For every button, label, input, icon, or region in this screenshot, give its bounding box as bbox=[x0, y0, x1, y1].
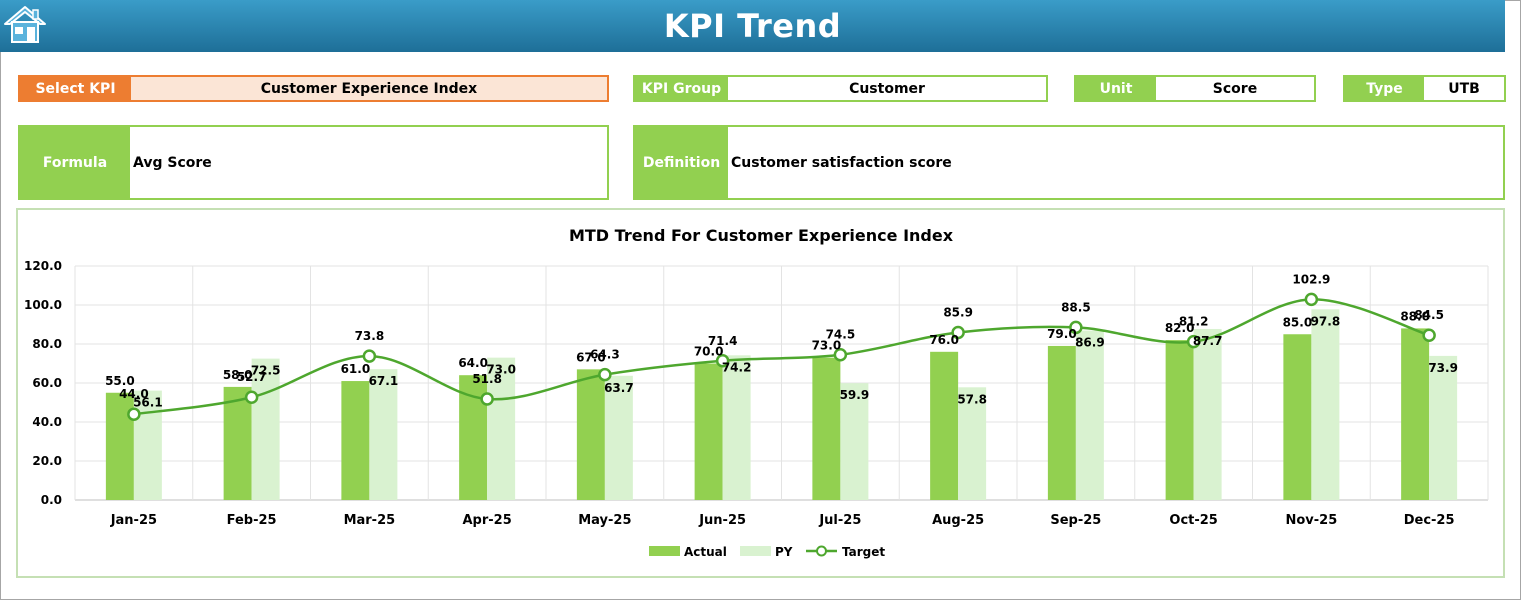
kpi-group-label: KPI Group bbox=[635, 77, 728, 100]
definition-box: Definition Customer satisfaction score bbox=[633, 125, 1505, 200]
page-title: KPI Trend bbox=[663, 7, 842, 45]
definition-label: Definition bbox=[635, 127, 728, 198]
header-bar: KPI Trend bbox=[0, 0, 1505, 52]
unit-value: Score bbox=[1156, 77, 1314, 100]
select-kpi-dropdown[interactable]: Customer Experience Index bbox=[131, 77, 607, 100]
kpi-group-field: KPI Group Customer bbox=[633, 75, 1048, 102]
type-field: Type UTB bbox=[1343, 75, 1506, 102]
home-icon[interactable] bbox=[3, 4, 47, 44]
definition-value: Customer satisfaction score bbox=[731, 154, 952, 171]
formula-value: Avg Score bbox=[133, 154, 212, 171]
select-kpi-field[interactable]: Select KPI Customer Experience Index bbox=[18, 75, 609, 102]
kpi-group-value: Customer bbox=[728, 77, 1046, 100]
type-label: Type bbox=[1345, 77, 1424, 100]
chart-container bbox=[16, 208, 1505, 578]
unit-field: Unit Score bbox=[1074, 75, 1316, 102]
unit-label: Unit bbox=[1076, 77, 1156, 100]
formula-label: Formula bbox=[20, 127, 130, 198]
formula-box: Formula Avg Score bbox=[18, 125, 609, 200]
type-value: UTB bbox=[1424, 77, 1504, 100]
select-kpi-label: Select KPI bbox=[20, 77, 131, 100]
